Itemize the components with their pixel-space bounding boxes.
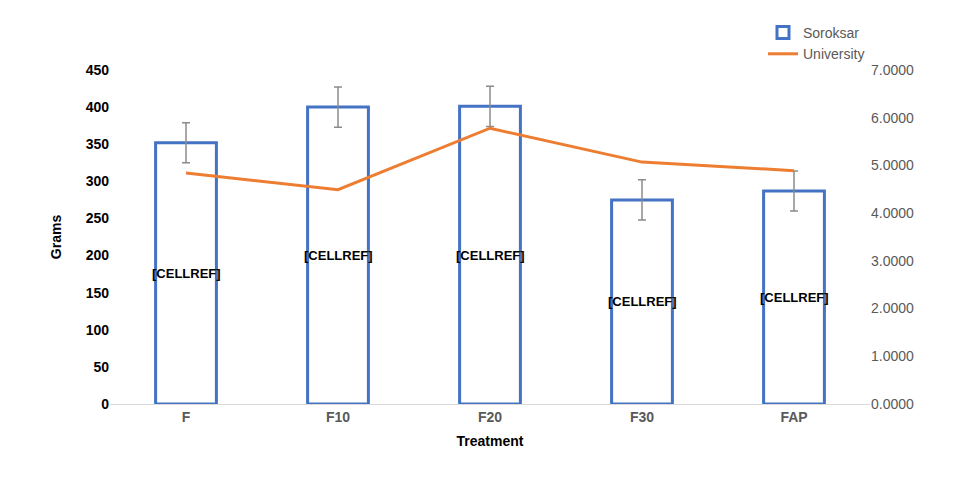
svg-text:Soroksar: Soroksar xyxy=(803,25,859,41)
svg-text:[CELLREF]: [CELLREF] xyxy=(760,290,829,305)
svg-text:6.0000: 6.0000 xyxy=(871,110,914,126)
svg-text:5.0000: 5.0000 xyxy=(871,157,914,173)
svg-text:200: 200 xyxy=(86,247,110,263)
svg-text:400: 400 xyxy=(86,99,110,115)
svg-text:F: F xyxy=(182,409,191,425)
svg-text:3.0000: 3.0000 xyxy=(871,253,914,269)
svg-text:350: 350 xyxy=(86,136,110,152)
svg-text:[CELLREF]: [CELLREF] xyxy=(304,248,373,263)
svg-text:FAP: FAP xyxy=(780,409,807,425)
svg-text:[CELLREF]: [CELLREF] xyxy=(456,248,525,263)
svg-text:Grams: Grams xyxy=(48,215,64,260)
svg-text:Treatment: Treatment xyxy=(457,433,524,449)
svg-text:0: 0 xyxy=(101,396,109,412)
svg-text:2.0000: 2.0000 xyxy=(871,300,914,316)
svg-text:250: 250 xyxy=(86,210,110,226)
svg-text:7.0000: 7.0000 xyxy=(871,62,914,78)
svg-text:0.0000: 0.0000 xyxy=(871,396,914,412)
svg-text:450: 450 xyxy=(86,62,110,78)
svg-text:300: 300 xyxy=(86,173,110,189)
svg-text:F10: F10 xyxy=(326,409,350,425)
svg-text:F20: F20 xyxy=(478,409,502,425)
svg-text:[CELLREF]: [CELLREF] xyxy=(152,266,221,281)
svg-text:50: 50 xyxy=(93,359,109,375)
svg-text:100: 100 xyxy=(86,322,110,338)
svg-text:[CELLREF]: [CELLREF] xyxy=(608,294,677,309)
svg-text:1.0000: 1.0000 xyxy=(871,348,914,364)
svg-text:4.0000: 4.0000 xyxy=(871,205,914,221)
svg-text:University: University xyxy=(803,46,864,62)
svg-text:F30: F30 xyxy=(630,409,654,425)
svg-text:150: 150 xyxy=(86,285,110,301)
